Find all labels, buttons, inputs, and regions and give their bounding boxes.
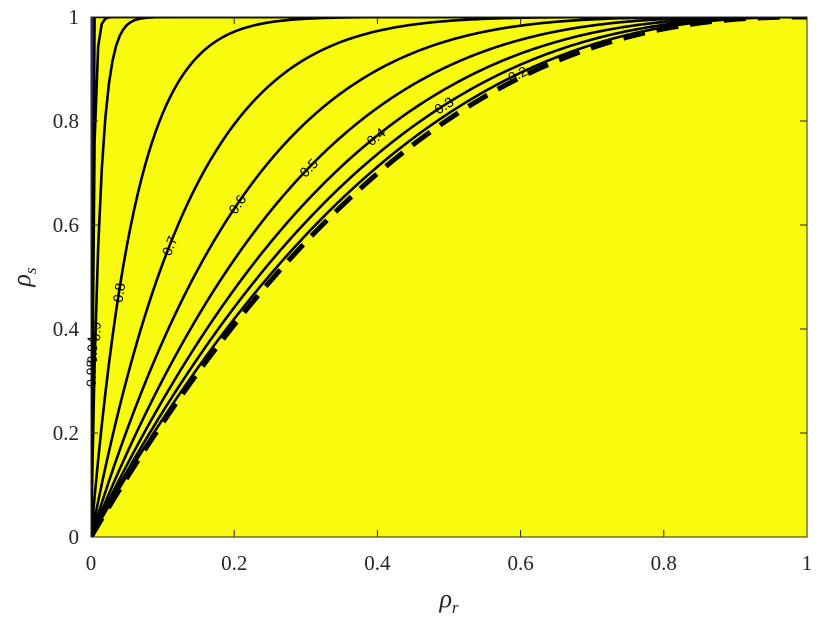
- x-tick-label: 0.6: [507, 551, 533, 575]
- y-tick-label: 0.2: [53, 421, 79, 445]
- x-tick-label: 0.4: [364, 551, 391, 575]
- contour-label: 0.8: [109, 282, 128, 304]
- y-axis-label: ρs: [7, 267, 40, 287]
- y-tick-label: 0.4: [53, 317, 80, 341]
- contour-label: 0.7: [158, 234, 180, 258]
- contour-line: [91, 17, 807, 537]
- x-tick-label: 0.2: [221, 551, 247, 575]
- y-tick-label: 0.8: [53, 109, 79, 133]
- x-axis-label-subscript: r: [452, 598, 459, 617]
- contour-line: [91, 17, 807, 537]
- x-axis-label: ρr: [438, 584, 458, 617]
- y-axis-label-subscript: s: [21, 267, 40, 274]
- contour-label: 0.94: [84, 336, 100, 364]
- y-tick-label: 1: [69, 5, 80, 29]
- y-tick-label: 0: [69, 525, 80, 549]
- contour-line: [91, 17, 807, 537]
- contour-line: [91, 17, 807, 537]
- axes: 0 0.2 0.4 0.6 0.8 1 0 0.2 0.4 0.6 0.8 1: [53, 5, 813, 575]
- contour-bands: [91, 17, 807, 537]
- boundary-curve-group: [91, 17, 807, 537]
- contour-band: [91, 17, 807, 537]
- x-tick-label: 1: [802, 551, 813, 575]
- x-tick-label: 0.8: [651, 551, 677, 575]
- boundary-curve: [91, 17, 807, 537]
- contour-label: 0.2: [505, 63, 530, 86]
- plot-frame: [90, 16, 808, 538]
- x-tick-label: 0: [86, 551, 97, 575]
- y-tick-label: 0.6: [53, 213, 79, 237]
